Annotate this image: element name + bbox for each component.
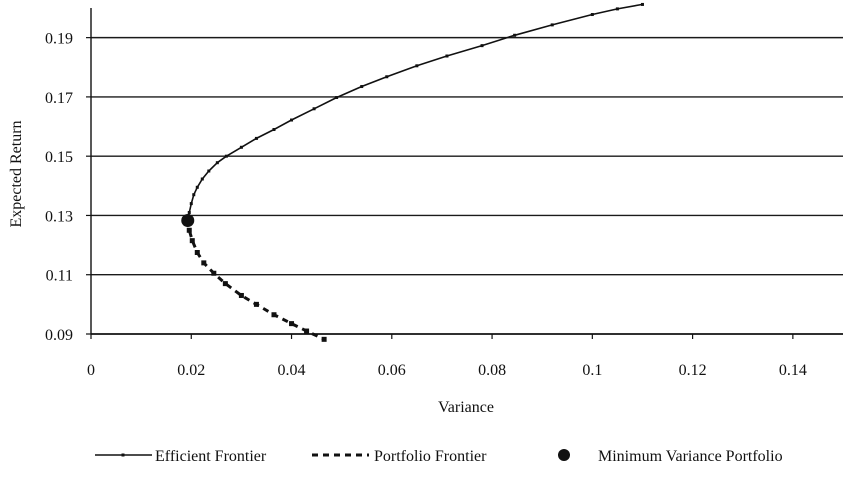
x-tick-label-0-02: 0.02 [177, 362, 205, 379]
efficient-frontier-point [254, 136, 258, 140]
efficient-frontier-point [189, 202, 193, 206]
minimum-variance-portfolio-marker [181, 213, 195, 227]
portfolio-frontier-point [222, 281, 228, 287]
efficient-frontier-point [480, 44, 484, 48]
portfolio-frontier-point [189, 238, 195, 244]
legend-portfolio-frontier-label: Portfolio Frontier [374, 448, 487, 465]
portfolio-frontier-point [304, 328, 310, 334]
legend-efficient-frontier-label: Efficient Frontier [155, 448, 267, 465]
y-tick-label-0-13: 0.13 [45, 208, 73, 225]
efficient-frontier-point [590, 13, 594, 17]
efficient-frontier-point [290, 118, 294, 122]
y-tick-label-0-15: 0.15 [45, 149, 73, 166]
efficient-frontier-point [640, 2, 644, 6]
y-tick-label-0-11: 0.11 [46, 268, 73, 285]
efficient-frontier-point [272, 128, 276, 132]
portfolio-frontier-point [238, 292, 244, 298]
portfolio-frontier-point [253, 301, 259, 307]
efficient-frontier-point [239, 145, 243, 149]
portfolio-frontier-point [201, 260, 207, 266]
efficient-frontier-point [415, 64, 419, 68]
x-tick-label-0-04: 0.04 [278, 362, 306, 379]
efficient-frontier-point [615, 7, 619, 11]
portfolio-frontier-point [321, 336, 327, 342]
y-tick-label-0-19: 0.19 [45, 31, 73, 48]
legend-item-efficient-frontier: Efficient Frontier [95, 448, 267, 465]
efficient-frontier-point [335, 96, 339, 100]
portfolio-frontier-point [271, 312, 277, 318]
efficient-frontier-point [200, 177, 204, 181]
x-tick-label-0-08: 0.08 [478, 362, 506, 379]
efficient-frontier-point [445, 54, 449, 58]
portfolio-frontier-point [186, 227, 192, 233]
legend-minimum-variance-label: Minimum Variance Portfolio [598, 448, 783, 465]
x-tick-label-0-06: 0.06 [378, 362, 406, 379]
efficient-frontier-point [195, 185, 199, 189]
x-tick-label-0-14: 0.14 [779, 362, 807, 379]
y-tick-label-0-09: 0.09 [45, 327, 73, 344]
legend-item-minimum-variance: Minimum Variance Portfolio [558, 448, 783, 465]
portfolio-frontier-line [186, 220, 325, 341]
series-layer [181, 2, 644, 342]
efficient-frontier-point [215, 161, 219, 165]
legend: Efficient Frontier Portfolio Frontier Mi… [95, 448, 783, 465]
efficient-frontier-point [187, 210, 191, 214]
x-tick-label-0: 0 [87, 362, 95, 379]
efficient-frontier-line [187, 3, 643, 221]
legend-item-portfolio-frontier: Portfolio Frontier [312, 448, 487, 465]
efficient-frontier-point [312, 107, 316, 111]
tick-label-layer: 0.09 0.11 0.13 0.15 0.17 0.19 0 0.02 0.04 0.06 0.0… [45, 31, 807, 379]
y-tick-label-0-17: 0.17 [45, 90, 73, 107]
x-axis-title: Variance [438, 399, 494, 416]
grid-layer [91, 36, 843, 335]
portfolio-frontier-point [194, 250, 200, 255]
efficient-frontier-point [224, 154, 228, 158]
portfolio-frontier-point [211, 270, 217, 276]
efficient-frontier-point [550, 23, 554, 27]
legend-minimum-variance-marker [558, 449, 570, 461]
efficient-frontier-point [192, 193, 196, 197]
x-tick-label-0-1: 0.1 [582, 362, 602, 379]
efficient-frontier-point [385, 75, 389, 79]
x-tick-label-0-12: 0.12 [679, 362, 707, 379]
efficient-frontier-point [207, 169, 211, 173]
legend-efficient-frontier-marker [121, 453, 125, 457]
axis-layer [86, 8, 843, 339]
portfolio-frontier-point [289, 321, 295, 327]
y-axis-title: Expected Return [8, 120, 25, 227]
efficient-frontier-point [513, 33, 517, 37]
efficient-frontier-point [360, 85, 364, 89]
